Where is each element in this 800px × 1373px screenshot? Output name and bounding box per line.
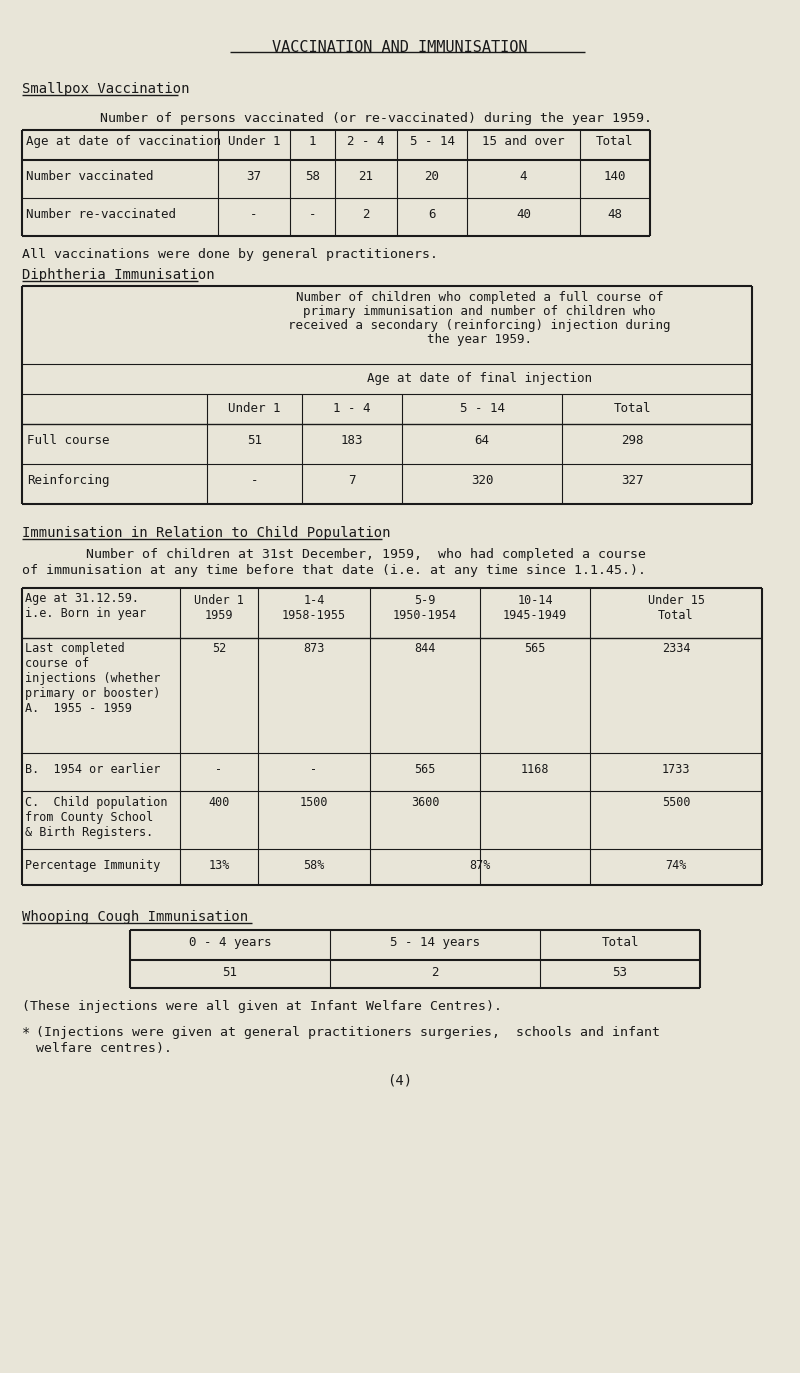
Text: B.  1954 or earlier: B. 1954 or earlier [25,763,160,776]
Text: All vaccinations were done by general practitioners.: All vaccinations were done by general pr… [22,249,438,261]
Text: Number of children at 31st December, 1959,  who had completed a course: Number of children at 31st December, 195… [22,548,646,562]
Text: 40: 40 [516,207,531,221]
Text: 873: 873 [303,643,325,655]
Text: 1500: 1500 [300,796,328,809]
Text: Under 1
1959: Under 1 1959 [194,595,244,622]
Text: 1 - 4: 1 - 4 [334,402,370,415]
Text: primary immunisation and number of children who: primary immunisation and number of child… [303,305,656,319]
Text: of immunisation at any time before that date (i.e. at any time since 1.1.45.).: of immunisation at any time before that … [22,564,646,577]
Text: 2: 2 [362,207,370,221]
Text: 53: 53 [613,967,627,979]
Text: Smallpox Vaccination: Smallpox Vaccination [22,82,190,96]
Text: -: - [250,474,258,487]
Text: 74%: 74% [666,859,686,872]
Text: 1-4
1958-1955: 1-4 1958-1955 [282,595,346,622]
Text: Under 1: Under 1 [228,135,280,148]
Text: 5500: 5500 [662,796,690,809]
Text: 58: 58 [305,170,320,183]
Text: Age at date of vaccination: Age at date of vaccination [26,135,221,148]
Text: 7: 7 [348,474,356,487]
Text: Number re-vaccinated: Number re-vaccinated [26,207,176,221]
Text: (4): (4) [387,1074,413,1087]
Text: Age at date of final injection: Age at date of final injection [367,372,592,384]
Text: 2 - 4: 2 - 4 [347,135,385,148]
Text: Percentage Immunity: Percentage Immunity [25,859,160,872]
Text: -: - [310,763,318,776]
Text: 21: 21 [358,170,374,183]
Text: 565: 565 [524,643,546,655]
Text: 140: 140 [604,170,626,183]
Text: *: * [22,1026,30,1039]
Text: 10-14
1945-1949: 10-14 1945-1949 [503,595,567,622]
Text: welfare centres).: welfare centres). [36,1042,172,1054]
Text: Age at 31.12.59.
i.e. Born in year: Age at 31.12.59. i.e. Born in year [25,592,146,621]
Text: 20: 20 [425,170,439,183]
Text: Number vaccinated: Number vaccinated [26,170,154,183]
Text: 565: 565 [414,763,436,776]
Text: Total: Total [596,135,634,148]
Text: -: - [215,763,222,776]
Text: 1168: 1168 [521,763,550,776]
Text: Total: Total [614,402,650,415]
Text: 13%: 13% [208,859,230,872]
Text: Number of children who completed a full course of: Number of children who completed a full … [296,291,663,303]
Text: Diphtheria Immunisation: Diphtheria Immunisation [22,268,214,281]
Text: 51: 51 [222,967,238,979]
Text: Full course: Full course [27,434,110,448]
Text: (Injections were given at general practitioners surgeries,  schools and infant: (Injections were given at general practi… [36,1026,660,1039]
Text: 64: 64 [474,434,490,448]
Text: 1: 1 [309,135,316,148]
Text: Under 15
Total: Under 15 Total [647,595,705,622]
Text: 51: 51 [247,434,262,448]
Text: 6: 6 [428,207,436,221]
Text: -: - [250,207,258,221]
Text: 52: 52 [212,643,226,655]
Text: 5 - 14: 5 - 14 [459,402,505,415]
Text: 1733: 1733 [662,763,690,776]
Text: 2: 2 [431,967,438,979]
Text: Number of persons vaccinated (or re-vaccinated) during the year 1959.: Number of persons vaccinated (or re-vacc… [100,113,652,125]
Text: 0 - 4 years: 0 - 4 years [189,936,271,949]
Text: 87%: 87% [470,859,490,872]
Text: C.  Child population
from County School
& Birth Registers.: C. Child population from County School &… [25,796,167,839]
Text: 400: 400 [208,796,230,809]
Text: Under 1: Under 1 [228,402,281,415]
Text: 58%: 58% [303,859,325,872]
Text: 2334: 2334 [662,643,690,655]
Text: Whooping Cough Immunisation: Whooping Cough Immunisation [22,910,248,924]
Text: 48: 48 [607,207,622,221]
Text: Total: Total [602,936,638,949]
Text: 298: 298 [621,434,643,448]
Text: 183: 183 [341,434,363,448]
Text: 5 - 14 years: 5 - 14 years [390,936,480,949]
Text: 15 and over: 15 and over [482,135,565,148]
Text: VACCINATION AND IMMUNISATION: VACCINATION AND IMMUNISATION [272,40,528,55]
Text: -: - [309,207,316,221]
Text: received a secondary (reinforcing) injection during: received a secondary (reinforcing) injec… [288,319,670,332]
Text: (These injections were all given at Infant Welfare Centres).: (These injections were all given at Infa… [22,1000,502,1013]
Text: Last completed
course of
injections (whether
primary or booster)
A.  1955 - 1959: Last completed course of injections (whe… [25,643,160,715]
Text: 5 - 14: 5 - 14 [410,135,454,148]
Text: 320: 320 [470,474,494,487]
Text: 844: 844 [414,643,436,655]
Text: the year 1959.: the year 1959. [427,334,532,346]
Text: 4: 4 [520,170,527,183]
Text: Reinforcing: Reinforcing [27,474,110,487]
Text: 3600: 3600 [410,796,439,809]
Text: 5-9
1950-1954: 5-9 1950-1954 [393,595,457,622]
Text: 37: 37 [246,170,262,183]
Text: 327: 327 [621,474,643,487]
Text: Immunisation in Relation to Child Population: Immunisation in Relation to Child Popula… [22,526,390,540]
